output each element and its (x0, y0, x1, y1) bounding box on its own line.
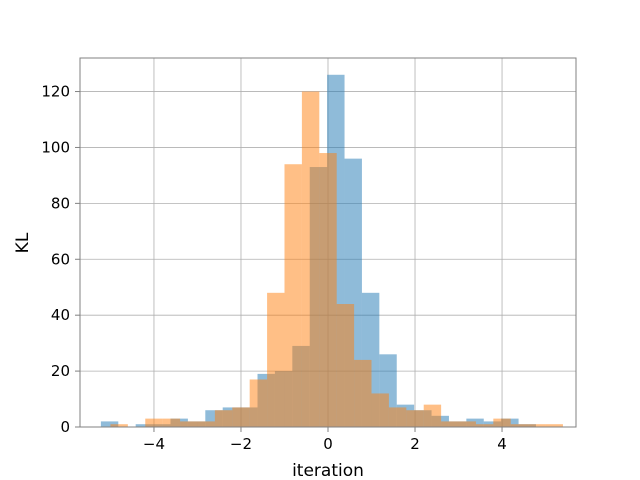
histogram-bar (423, 404, 442, 427)
histogram-bar (284, 164, 302, 427)
x-tick-label: 4 (497, 435, 507, 453)
histogram-bar (180, 421, 198, 427)
histogram-bar (545, 424, 563, 427)
y-tick-label: 0 (60, 418, 70, 436)
x-tick-label: −2 (230, 435, 252, 453)
histogram-bar (232, 407, 250, 427)
x-tick-label: 2 (410, 435, 420, 453)
x-axis-label: iteration (292, 461, 364, 480)
histogram-bar (145, 418, 163, 427)
histogram-bar (510, 424, 529, 427)
histogram-bar (301, 91, 320, 427)
histogram-bar (458, 421, 476, 427)
histogram-bar (162, 418, 181, 427)
histogram-bar (319, 153, 337, 427)
x-tick-label: 0 (323, 435, 333, 453)
x-tick-label: −4 (143, 435, 165, 453)
histogram-bar (267, 292, 285, 427)
histogram-bar (354, 359, 372, 427)
histogram-bars (100, 74, 563, 428)
histogram-bar (493, 418, 511, 427)
histogram-bar (249, 379, 268, 427)
y-tick-label: 40 (51, 306, 70, 324)
histogram-bar (388, 407, 407, 427)
histogram-bar (135, 424, 154, 427)
histogram-bar (441, 421, 459, 427)
histogram-series-2 (110, 91, 563, 427)
histogram-bar (100, 421, 119, 427)
y-tick-label: 80 (51, 194, 70, 212)
histogram-bar (336, 304, 355, 427)
histogram-bar (371, 393, 389, 427)
y-axis-label: KL (13, 232, 33, 253)
histogram-bar (214, 410, 233, 427)
histogram-bar (406, 410, 424, 427)
y-tick-label: 20 (51, 362, 70, 380)
histogram-bar (475, 424, 494, 427)
y-tick-label: 100 (41, 138, 70, 156)
histogram-bar (528, 424, 546, 427)
histogram-bar (483, 421, 502, 427)
y-tick-label: 120 (41, 83, 70, 101)
histogram-bar (197, 421, 215, 427)
histogram-bar (110, 424, 128, 427)
y-tick-label: 60 (51, 250, 70, 268)
